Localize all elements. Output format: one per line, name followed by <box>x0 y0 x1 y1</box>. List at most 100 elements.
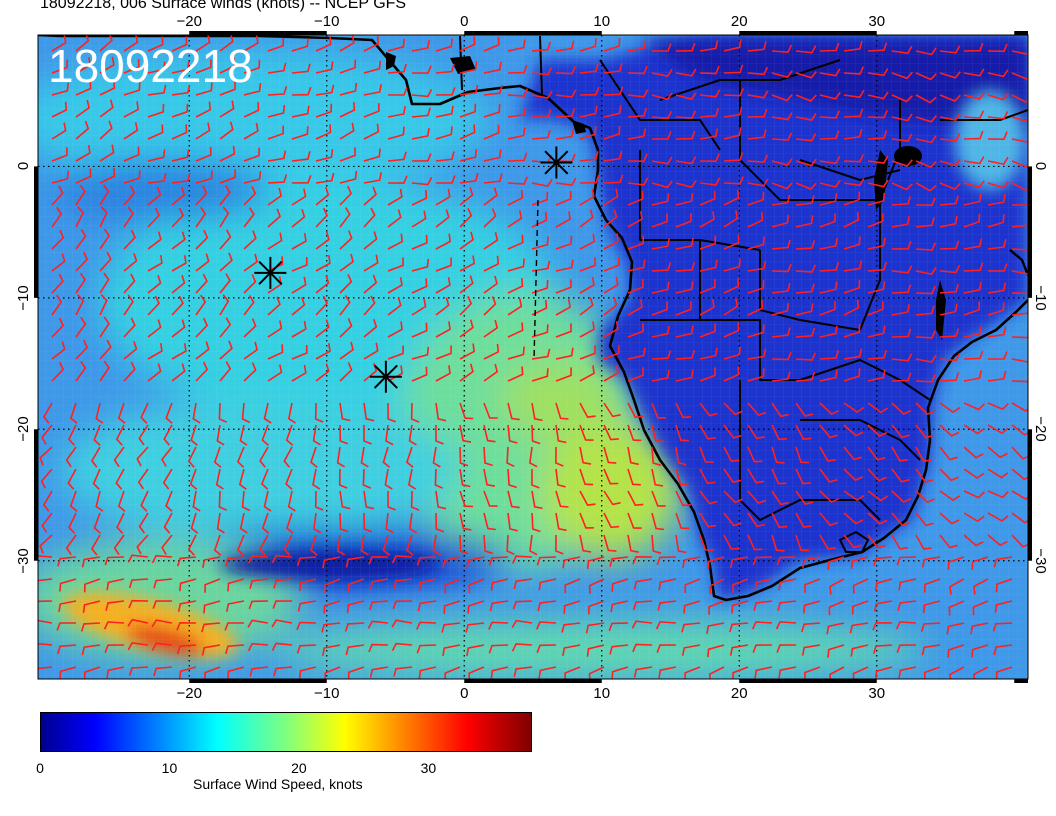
ruler-segment-bottom <box>739 679 877 683</box>
wind-barb <box>915 242 937 251</box>
wind-barb <box>38 555 53 558</box>
wind-barb <box>531 67 553 76</box>
left-lat-label: −10 <box>15 285 32 311</box>
wind-barb <box>987 282 1007 294</box>
wind-barb <box>75 316 87 338</box>
wind-barb <box>627 347 646 360</box>
wind-barb <box>267 296 281 316</box>
wind-barb <box>988 351 1008 360</box>
wind-barb <box>226 600 245 612</box>
wind-barb <box>963 42 984 52</box>
wind-barb <box>771 132 793 141</box>
wind-barb <box>651 281 670 294</box>
wind-barb <box>579 345 596 360</box>
wind-barb <box>771 446 785 464</box>
wind-barb <box>483 255 500 272</box>
wind-barb <box>411 322 428 338</box>
wind-barb <box>627 259 646 272</box>
wind-barb <box>283 446 293 468</box>
wind-barb <box>819 68 841 77</box>
wind-barb <box>51 170 70 184</box>
wind-barb <box>195 317 209 338</box>
wind-barb <box>466 556 485 569</box>
wind-barb <box>315 295 328 316</box>
wind-barb <box>675 468 689 486</box>
wind-barb <box>171 207 184 228</box>
wind-barb <box>867 534 886 549</box>
wind-barb <box>747 490 767 505</box>
wind-barb <box>633 578 653 590</box>
ruler-segment-bottom <box>464 679 602 683</box>
wind-barb <box>699 153 720 163</box>
wind-barb <box>588 578 605 594</box>
wind-barb <box>699 347 718 360</box>
wind-barb <box>171 149 190 162</box>
wind-barb <box>236 446 245 468</box>
wind-barb <box>115 424 125 446</box>
wind-barb <box>603 446 617 464</box>
wind-barb <box>603 468 619 485</box>
wind-barb <box>387 151 407 162</box>
wind-barb <box>99 206 108 228</box>
wind-barb <box>795 264 817 273</box>
wind-barb <box>243 207 255 228</box>
wind-barb <box>603 534 617 552</box>
wind-barb <box>651 534 662 555</box>
wind-barb <box>803 600 821 614</box>
wind-barb <box>291 364 307 382</box>
wind-barb <box>152 600 173 609</box>
wind-barb <box>603 233 619 250</box>
wind-barb <box>771 327 791 338</box>
wind-barb <box>41 512 53 533</box>
wind-barb <box>627 512 642 529</box>
wind-barb <box>778 666 797 679</box>
wind-barb <box>939 45 961 54</box>
wind-barb <box>171 255 187 272</box>
wind-barb <box>867 91 889 100</box>
wind-barb <box>443 600 461 614</box>
wind-barb <box>651 193 670 206</box>
wind-barb <box>195 122 211 140</box>
wind-barb <box>339 207 351 228</box>
wind-barb <box>260 468 269 490</box>
wind-barb <box>843 108 864 118</box>
wind-barb <box>852 578 869 594</box>
wind-barb <box>1011 490 1028 501</box>
wind-barb <box>564 578 581 594</box>
wind-barb <box>971 644 989 658</box>
wind-barb <box>99 184 110 206</box>
wind-barb <box>753 600 773 611</box>
wind-barb <box>987 214 1005 228</box>
wind-barb <box>939 240 960 250</box>
wind-barb <box>51 35 67 52</box>
wind-barb <box>296 644 317 654</box>
ruler-segment-top <box>739 31 877 35</box>
wind-barb <box>151 642 173 651</box>
wind-barb <box>213 534 222 556</box>
wind-barb <box>681 622 701 633</box>
wind-barb <box>283 534 293 556</box>
wind-barb <box>827 556 845 570</box>
wind-barb <box>603 320 619 338</box>
wind-barb <box>171 186 186 206</box>
wind-barb <box>104 556 125 566</box>
wind-barb <box>465 622 485 633</box>
wind-barb <box>171 172 191 184</box>
wind-barb <box>995 666 1013 679</box>
wind-barb <box>843 236 861 250</box>
wind-barb <box>819 130 840 140</box>
wind-barb <box>898 578 917 591</box>
wind-barb <box>867 130 888 140</box>
wind-barb <box>891 402 912 415</box>
wind-barb <box>651 325 670 338</box>
wind-barb <box>988 263 1008 272</box>
wind-barb <box>190 512 199 534</box>
wind-barb <box>675 369 694 382</box>
wind-barb <box>867 213 884 228</box>
wind-barb <box>651 180 673 189</box>
bottom-lon-label: −20 <box>176 685 202 702</box>
wind-barb <box>287 490 296 512</box>
wind-barb <box>90 534 101 556</box>
wind-barb <box>69 490 78 512</box>
wind-barb <box>536 644 557 654</box>
